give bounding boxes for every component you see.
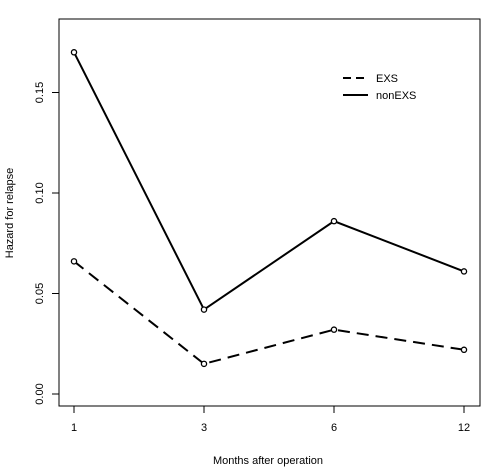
x-tick-label: 3 <box>201 422 207 434</box>
y-tick-label: 0.05 <box>34 283 46 304</box>
data-point-nonexs <box>70 49 78 56</box>
y-axis-label: Hazard for relapse <box>4 168 16 259</box>
data-point-nonexs <box>460 268 468 275</box>
data-point-exs <box>70 258 78 265</box>
plot-frame <box>58 18 481 407</box>
data-point-nonexs <box>200 306 208 313</box>
x-tick-label: 12 <box>458 422 470 434</box>
y-tick-label: 0.00 <box>34 383 46 404</box>
x-axis: 1 3 6 12 <box>71 406 470 434</box>
y-tick-label: 0.10 <box>34 182 46 203</box>
series-layer <box>70 49 468 368</box>
data-point-exs <box>200 360 208 368</box>
x-axis-label: Months after operation <box>213 455 323 467</box>
data-point-nonexs <box>330 217 338 225</box>
data-point-exs <box>460 346 468 354</box>
legend-label-nonexs: nonEXS <box>376 90 416 102</box>
x-tick-label: 6 <box>331 422 337 434</box>
legend: EXS nonEXS <box>343 73 416 102</box>
y-axis: 0.00 0.05 0.10 0.15 <box>34 82 59 405</box>
y-tick-label: 0.15 <box>34 82 46 103</box>
series-line-nonexs <box>73 51 465 312</box>
data-point-exs <box>330 326 338 333</box>
x-tick-label: 1 <box>71 422 77 434</box>
legend-label-exs: EXS <box>376 73 398 85</box>
series-line-exs <box>73 260 465 365</box>
